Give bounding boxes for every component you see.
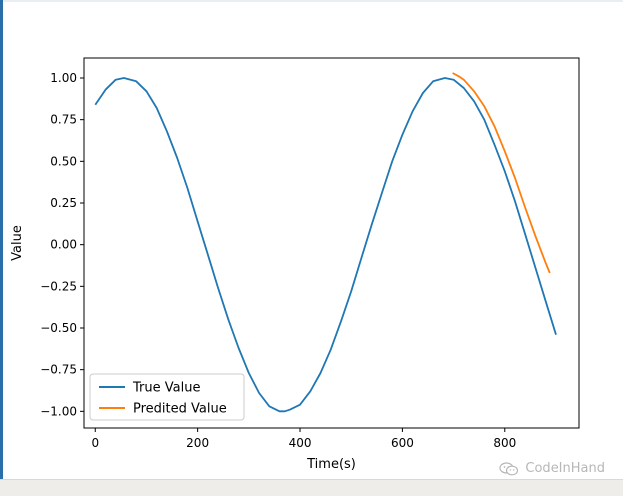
y-tick-label: −0.25 xyxy=(40,279,77,293)
axes-frame xyxy=(83,57,580,429)
x-tick-label: 200 xyxy=(186,436,209,450)
y-tick-label: −1.00 xyxy=(40,404,77,418)
y-tick-label: −0.50 xyxy=(40,321,77,335)
legend-entry-label: True Value xyxy=(132,381,200,396)
y-tick-label: 0.75 xyxy=(50,113,77,127)
x-tick-label: 400 xyxy=(289,436,312,450)
series-line-predicted-value xyxy=(452,72,551,274)
x-axis-label: Time(s) xyxy=(306,457,356,472)
watermark: CodeInHand xyxy=(499,461,605,476)
y-axis-label: Value xyxy=(10,225,25,261)
ticks-layer: 0 200 400 600 800 1.00 0.75 0.50 0.25 0.00 −0.25 −0… xyxy=(40,71,516,450)
series-line-true-value xyxy=(94,77,557,413)
series-layer xyxy=(94,72,557,413)
wechat-icon xyxy=(499,461,519,475)
legend-frame xyxy=(89,373,245,421)
watermark-text: CodeInHand xyxy=(525,461,605,476)
y-tick-label: 1.00 xyxy=(50,71,77,85)
legend: True Value Predited Value xyxy=(89,373,245,421)
window-frame-top xyxy=(3,0,623,2)
y-tick-label: −0.75 xyxy=(40,363,77,377)
line-chart: 0 200 400 600 800 1.00 0.75 0.50 0.25 0.00 −0.25 −0… xyxy=(10,57,580,472)
window-frame-edge xyxy=(0,0,3,480)
x-tick-label: 0 xyxy=(91,436,99,450)
y-tick-label: 0.50 xyxy=(50,154,77,168)
y-tick-label: 0.25 xyxy=(50,196,77,210)
window-bottom-strip xyxy=(0,479,623,496)
y-tick-label: 0.00 xyxy=(50,238,77,252)
legend-entry-label: Predited Value xyxy=(133,402,227,417)
x-tick-label: 800 xyxy=(493,436,516,450)
x-tick-label: 600 xyxy=(391,436,414,450)
